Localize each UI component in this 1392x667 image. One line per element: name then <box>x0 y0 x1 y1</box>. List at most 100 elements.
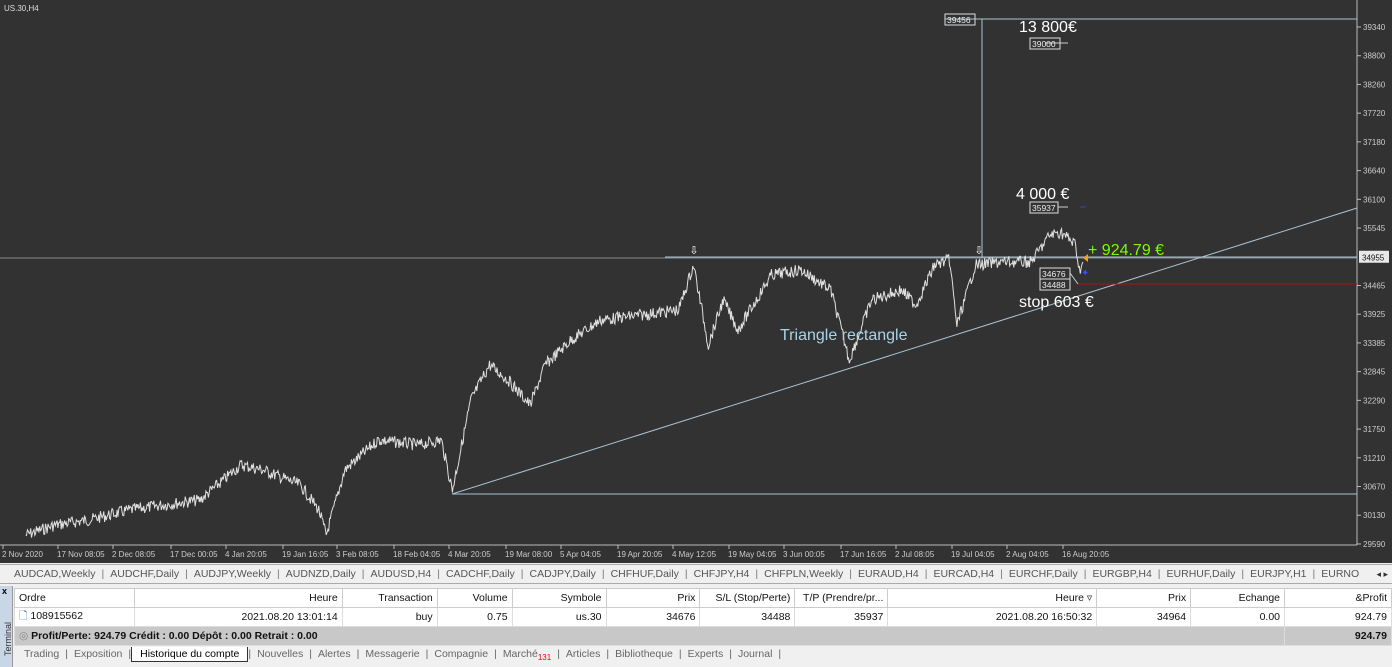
target-top-price-label: 39456 <box>947 15 971 25</box>
column-header[interactable]: Heure <box>133 588 343 608</box>
chart-canvas[interactable]: 39340 38800 38260 37720 37180 36640 36100 35545… <box>0 0 1392 563</box>
sl-price-label-box <box>1039 278 1071 291</box>
tab-separator: | <box>356 648 360 660</box>
symbol-tab[interactable]: EURCHF,Daily <box>1008 568 1078 580</box>
symbol-tab[interactable]: CADCHF,Daily <box>445 568 515 580</box>
terminal-tab[interactable]: Nouvelles <box>257 648 304 660</box>
y-tick-label: 34955 <box>1362 253 1385 262</box>
y-tick-label: 33925 <box>1363 310 1386 319</box>
symbol-tab[interactable]: CHFJPY,H4 <box>693 568 750 580</box>
symbol-tab[interactable]: CADJPY,Daily <box>529 568 596 580</box>
symbol-tab[interactable]: EURGBP,H4 <box>1092 568 1152 580</box>
tab-separator: | <box>520 568 524 580</box>
tab-separator: | <box>425 648 429 660</box>
arrow-down-icon: ⇩ <box>974 245 983 257</box>
terminal-tab[interactable]: Historique du compte <box>131 647 249 662</box>
symbol-tab[interactable]: EURHUF,Daily <box>1166 568 1236 580</box>
terminal-tab[interactable]: Experts <box>687 648 724 660</box>
y-tick-label: 36640 <box>1363 167 1386 176</box>
tab-separator: | <box>729 648 732 660</box>
tab-separator: | <box>185 568 188 580</box>
profit-annotation: + 924.79 € <box>1088 242 1164 259</box>
x-tick-label: 19 Jul 04:05 <box>951 550 995 559</box>
column-header[interactable]: Symbole <box>511 588 607 608</box>
symbol-tab[interactable]: EURJPY,H1 <box>1250 568 1307 580</box>
table-row[interactable]: 🗋 108915562 2021.08.20 13:01:14 buy 0.75 us.… <box>14 607 1392 627</box>
table-cell: 35937 <box>794 607 889 627</box>
symbol-tab[interactable]: AUDNZD,Daily <box>285 568 356 580</box>
target-top-price-label-box <box>944 13 976 26</box>
target-big-annotation: 13 800€ <box>1019 19 1077 36</box>
tab-separator: | <box>755 568 759 580</box>
terminal-tab[interactable]: Messagerie <box>365 648 420 660</box>
tab-separator: | <box>778 648 782 660</box>
symbol-tab[interactable]: AUDUSD,H4 <box>370 568 432 580</box>
column-header[interactable]: S/L (Stop/Perte) <box>699 588 796 608</box>
entry-price-label: 34676 <box>1042 269 1066 279</box>
tp-price-label-box <box>1029 201 1059 214</box>
x-tick-label: 19 Mar 08:00 <box>505 550 553 559</box>
terminal-tab[interactable]: Alertes <box>317 648 351 660</box>
price-tick <box>1069 272 1079 285</box>
x-tick-label: 2 Aug 04:05 <box>1006 550 1049 559</box>
scroll-arrows-icon[interactable]: ◂ ▸ <box>1376 569 1388 579</box>
tab-separator: | <box>1157 568 1161 580</box>
x-tick-label: 2 Jul 08:05 <box>895 550 935 559</box>
symbol-tab[interactable]: CHFPLN,Weekly <box>764 568 844 580</box>
x-tick-label: 3 Jun 00:05 <box>783 550 825 559</box>
symbol-tab[interactable]: CHFHUF,Daily <box>610 568 679 580</box>
trend-line[interactable] <box>451 207 1358 495</box>
symbol-tab[interactable]: EURNO <box>1321 568 1360 580</box>
terminal-tab[interactable]: Compagnie <box>434 648 489 660</box>
column-header[interactable]: Prix <box>1096 588 1192 608</box>
y-tick-label: 33385 <box>1363 339 1386 348</box>
terminal-tab[interactable]: Exposition <box>73 648 123 660</box>
tab-separator: | <box>361 568 365 580</box>
history-table: Ordre Heure Transaction Volume Symbole Prix S/… <box>13 588 1392 646</box>
tab-separator: | <box>248 648 252 660</box>
table-cell: 924.79 <box>1284 607 1392 627</box>
tab-separator: | <box>494 648 497 660</box>
terminal-tab[interactable]: Trading <box>24 648 60 660</box>
x-tick-label: 2 Dec 08:05 <box>112 550 156 559</box>
symbol-tab[interactable]: EURAUD,H4 <box>858 568 919 580</box>
y-tick-label: 36100 <box>1363 195 1386 204</box>
terminal-tabs: Trading | Exposition | Historique du compte |… <box>14 645 1392 665</box>
table-cell: 2021.08.20 13:01:14 <box>133 607 343 627</box>
symbol-tab[interactable]: AUDCAD,Weekly <box>14 568 96 580</box>
table-cell: 2021.08.20 16:50:32 <box>887 607 1098 627</box>
table-cell: 34676 <box>605 607 701 627</box>
y-tick-label: 31210 <box>1363 454 1386 463</box>
column-header[interactable]: Echange <box>1190 588 1286 608</box>
column-header[interactable]: Volume <box>436 588 513 608</box>
price-chart[interactable]: 39340 38800 38260 37720 37180 36640 36100 35545… <box>0 0 1392 563</box>
terminal-tab[interactable]: Articles <box>565 648 601 660</box>
column-header[interactable]: T/P (Prendre/pr... <box>794 588 889 608</box>
pattern-annotation: Triangle rectangle <box>780 327 908 344</box>
terminal-tab[interactable]: Bibliotheque <box>615 648 673 660</box>
column-header[interactable]: Heure ▿ <box>887 588 1098 608</box>
column-header[interactable]: Transaction <box>341 588 438 608</box>
symbol-tab[interactable]: AUDJPY,Weekly <box>193 568 272 580</box>
symbol-tab[interactable]: EURCAD,H4 <box>933 568 995 580</box>
x-tick-label: 4 May 12:05 <box>672 550 717 559</box>
tab-separator: | <box>128 648 132 660</box>
tab-separator: | <box>606 648 610 660</box>
chart-title: US.30,H4 <box>4 4 39 13</box>
tab-separator: | <box>309 648 312 660</box>
tab-separator: | <box>437 568 440 580</box>
column-header[interactable]: Prix <box>605 588 701 608</box>
column-header[interactable]: &Profit <box>1284 588 1392 608</box>
tab-separator: | <box>557 648 560 660</box>
target-price-label: 39000 <box>1032 39 1056 49</box>
x-tick-label: 5 Apr 04:05 <box>560 550 601 559</box>
terminal-panel: Terminal x Ordre Heure Transaction Volume Sy… <box>0 586 1392 667</box>
tab-separator: | <box>849 568 853 580</box>
close-terminal-button[interactable]: x <box>2 586 8 596</box>
terminal-tab[interactable]: Marché131 <box>502 648 552 662</box>
arrow-down-icon: ⇩ <box>689 245 698 257</box>
column-header[interactable]: Ordre <box>14 588 135 608</box>
target-price-label-box <box>1029 37 1061 50</box>
terminal-tab[interactable]: Journal <box>737 648 773 660</box>
symbol-tab[interactable]: AUDCHF,Daily <box>110 568 180 580</box>
